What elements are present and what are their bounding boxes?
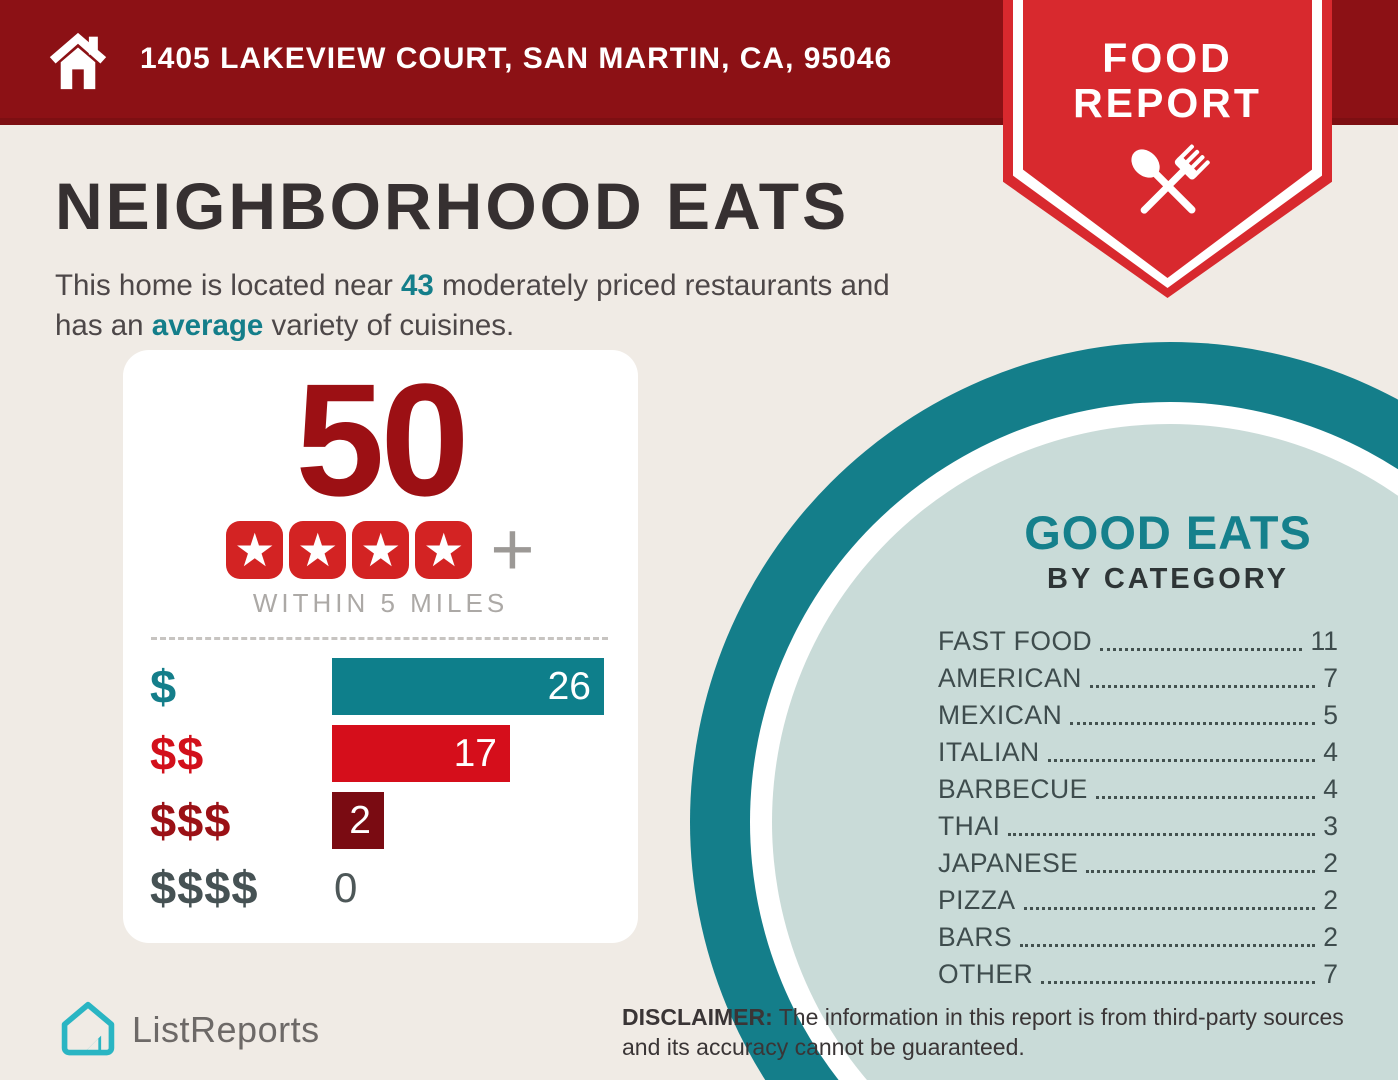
category-count: 4 xyxy=(1323,774,1338,804)
listreports-house-icon xyxy=(61,1001,115,1056)
brand-name: ListReports xyxy=(132,1009,320,1050)
star-icon: ★ xyxy=(226,521,284,579)
variety-highlight: average xyxy=(151,309,264,342)
plus-icon: + xyxy=(490,507,535,592)
price-bar: 26 xyxy=(332,658,604,715)
dotted-leader xyxy=(1070,722,1316,725)
property-address: 1405 LAKEVIEW COURT, SAN MARTIN, CA, 950… xyxy=(140,42,893,75)
intro-sentence: This home is located near 43 moderately … xyxy=(55,266,1015,346)
star-icon: ★ xyxy=(352,521,410,579)
star-icon: ★ xyxy=(289,521,347,579)
category-row: ITALIAN 4 xyxy=(938,734,1338,771)
restaurant-count-highlight: 43 xyxy=(400,269,434,302)
category-row: THAI 3 xyxy=(938,808,1338,845)
intro-text-4: variety of cuisines. xyxy=(263,309,515,342)
dotted-leader xyxy=(1089,685,1316,688)
price-bar-value: 0 xyxy=(334,863,358,911)
disclaimer-label: DISCLAIMER: xyxy=(622,1004,773,1030)
category-count: 2 xyxy=(1323,885,1338,915)
category-row: BARS 2 xyxy=(938,919,1338,956)
category-count: 2 xyxy=(1323,922,1338,952)
category-count: 11 xyxy=(1310,626,1338,656)
dashed-divider xyxy=(151,637,608,640)
badge-title-line1: FOOD xyxy=(1102,35,1233,81)
category-name: PIZZA xyxy=(938,885,1016,915)
category-count: 2 xyxy=(1323,848,1338,878)
price-bar-value: 17 xyxy=(453,731,497,775)
category-name: FAST FOOD xyxy=(938,626,1093,656)
restaurant-count: 50 xyxy=(295,350,470,529)
goodeats-panel: GOOD EATS BY CATEGORY FAST FOOD 11 AMERICA… xyxy=(938,505,1338,993)
category-count: 3 xyxy=(1323,811,1338,841)
bar-area: 2 xyxy=(332,792,606,849)
radius-label: WITHIN 5 MILES xyxy=(252,588,509,618)
price-bar: 17 xyxy=(332,725,510,782)
category-row: AMERICAN 7 xyxy=(938,660,1338,697)
price-level-label: $$ xyxy=(150,727,205,780)
intro-text-2: moderately priced restaurants and xyxy=(433,269,890,302)
price-bar: 2 xyxy=(332,792,384,849)
category-name: BARS xyxy=(938,922,1013,952)
bar-area: 26 xyxy=(332,658,606,715)
dotted-leader xyxy=(1041,981,1316,984)
category-name: THAI xyxy=(938,811,1001,841)
category-row: FAST FOOD 11 xyxy=(938,623,1338,660)
spoon-fork-icon xyxy=(1130,144,1210,214)
page-title: NEIGHBORHOOD EATS xyxy=(55,169,850,243)
price-row: $$ 17 xyxy=(150,725,606,782)
category-name: OTHER xyxy=(938,959,1034,989)
house-icon xyxy=(49,32,107,90)
category-row: OTHER 7 xyxy=(938,956,1338,993)
category-row: MEXICAN 5 xyxy=(938,697,1338,734)
dotted-leader xyxy=(1008,833,1316,836)
dotted-leader xyxy=(1023,907,1316,910)
category-row: BARBECUE 4 xyxy=(938,771,1338,808)
bar-area: 0 xyxy=(332,859,606,916)
price-row: $$$$ 0 xyxy=(150,859,606,916)
price-row: $$$ 2 xyxy=(150,792,606,849)
category-list: FAST FOOD 11 AMERICAN 7 MEXICAN 5 ITALIAN 4 BARB… xyxy=(938,623,1338,993)
category-count: 7 xyxy=(1323,663,1338,693)
category-name: BARBECUE xyxy=(938,774,1088,804)
dotted-leader xyxy=(1020,944,1316,947)
badge-title-line2: REPORT xyxy=(1073,80,1262,126)
badge-title: FOOD REPORT xyxy=(1003,36,1332,126)
listreports-logo: ListReports xyxy=(58,1000,320,1060)
category-row: PIZZA 2 xyxy=(938,882,1338,919)
dotted-leader xyxy=(1047,759,1316,762)
price-level-label: $$$ xyxy=(150,794,232,847)
category-row: JAPANESE 2 xyxy=(938,845,1338,882)
category-count: 5 xyxy=(1323,700,1338,730)
intro-text-3: has an xyxy=(55,309,152,342)
dotted-leader xyxy=(1095,796,1316,799)
price-bar-rows: $26 $$ 17 $$$ 2 $$$$ 0 xyxy=(150,658,606,926)
category-name: AMERICAN xyxy=(938,663,1082,693)
star-icon: ★ xyxy=(415,521,473,579)
restaurant-summary-card: 50 ★ ★ ★ ★ + WITHIN 5 MILES $26 $$ 17 $$$ 2 $$$$ 0 xyxy=(123,350,638,943)
food-report-badge: FOOD REPORT xyxy=(1003,0,1332,298)
goodeats-subtitle: BY CATEGORY xyxy=(1047,563,1289,595)
disclaimer: DISCLAIMER: The information in this repo… xyxy=(622,1002,1372,1062)
price-row: $26 xyxy=(150,658,606,715)
star-rating: ★ ★ ★ ★ + xyxy=(123,507,638,592)
price-bar-value: 2 xyxy=(349,798,371,842)
dotted-leader xyxy=(1100,648,1303,651)
intro-text-1: This home is located near xyxy=(55,269,401,302)
bar-area: 17 xyxy=(332,725,606,782)
dotted-leader xyxy=(1086,870,1316,873)
price-bar-value: 26 xyxy=(547,664,591,708)
price-level-label: $$$$ xyxy=(150,861,259,914)
category-name: ITALIAN xyxy=(938,737,1040,767)
goodeats-title: GOOD EATS xyxy=(1024,506,1312,559)
disclaimer-text: The information in this report is from t… xyxy=(622,1004,1344,1060)
category-count: 7 xyxy=(1323,959,1338,989)
category-count: 4 xyxy=(1323,737,1338,767)
price-level-label: $ xyxy=(150,660,178,713)
category-name: JAPANESE xyxy=(938,848,1079,878)
category-name: MEXICAN xyxy=(938,700,1063,730)
